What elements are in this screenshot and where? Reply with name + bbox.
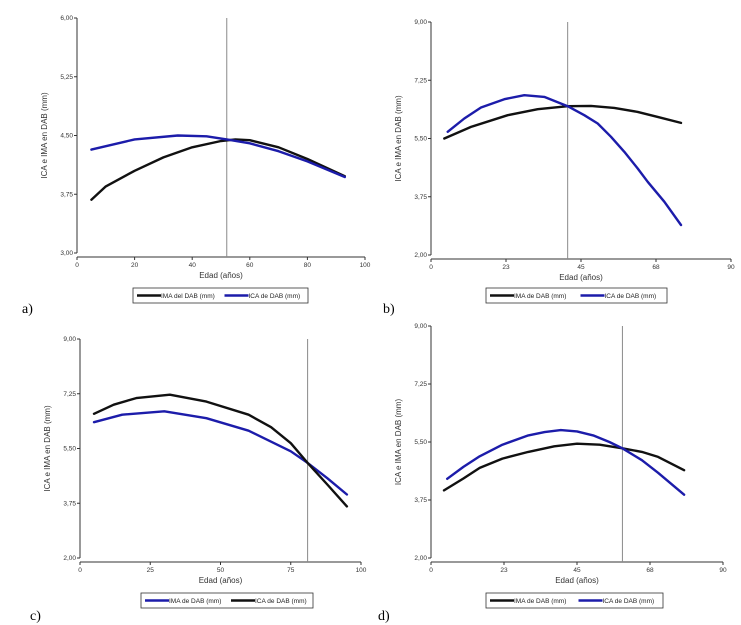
y-axis-label: ICA e IMA en DAB (mm) xyxy=(394,399,403,486)
y-axis-label: ICA e IMA en DAB (mm) xyxy=(394,95,403,182)
y-tick-label: 7,25 xyxy=(414,77,427,84)
legend-label-0: IMA de DAB (mm) xyxy=(169,598,221,605)
x-tick-label: 40 xyxy=(189,262,197,269)
legend: IMA de DAB (mm) ICA de DAB (mm) xyxy=(485,287,668,304)
x-tick-label: 68 xyxy=(652,264,660,271)
legend-label-1: ICA de DAB (mm) xyxy=(255,598,307,605)
y-tick-label: 2,00 xyxy=(63,555,76,562)
x-tick-label: 100 xyxy=(360,262,371,269)
y-axis-label: ICA e IMA en DAB (mm) xyxy=(43,405,52,492)
y-tick-label: 5,50 xyxy=(414,439,427,446)
x-tick-label: 100 xyxy=(356,567,367,574)
series-line-0 xyxy=(92,410,349,496)
legend-label-0: IMA de DAB (mm) xyxy=(514,293,566,300)
x-axis-label: Edad (años) xyxy=(199,271,243,280)
y-tick-label: 3,00 xyxy=(60,250,73,257)
y-tick-label: 7,25 xyxy=(414,381,427,388)
y-tick-label: 5,50 xyxy=(63,446,76,453)
y-tick-label: 7,25 xyxy=(63,391,76,398)
series-line-1 xyxy=(446,93,683,227)
x-tick-label: 20 xyxy=(131,262,139,269)
panel-label: a) xyxy=(22,302,33,317)
y-tick-label: 9,00 xyxy=(414,19,427,26)
x-axis-label: Edad (años) xyxy=(199,576,243,585)
x-tick-label: 80 xyxy=(304,262,312,269)
x-tick-label: 45 xyxy=(577,264,585,271)
x-axis-label: Edad (años) xyxy=(559,273,603,282)
x-axis-label: Edad (años) xyxy=(555,576,599,585)
legend-label-0: IMA del DAB (mm) xyxy=(161,293,215,300)
y-tick-label: 9,00 xyxy=(414,323,427,330)
legend: IMA del DAB (mm) ICA de DAB (mm) xyxy=(132,287,309,304)
series-line-1 xyxy=(446,428,686,496)
legend-label-1: ICA de DAB (mm) xyxy=(249,293,301,300)
y-tick-label: 2,00 xyxy=(414,555,427,562)
legend-box xyxy=(140,592,314,609)
series-line-1 xyxy=(90,134,346,179)
y-tick-label: 9,00 xyxy=(63,336,76,343)
y-tick-label: 4,50 xyxy=(60,133,73,140)
y-tick-label: 2,00 xyxy=(414,252,427,259)
legend-box xyxy=(485,287,668,304)
y-tick-label: 3,75 xyxy=(414,194,427,201)
series-line-0 xyxy=(442,442,686,492)
x-tick-label: 23 xyxy=(500,567,508,574)
panel-2: 2,00 3,75 5,50 7,25 9,00 0 25 50 75 100 Edad (años… xyxy=(30,336,367,624)
legend: IMA de DAB (mm) ICA de DAB (mm) xyxy=(140,592,314,609)
x-tick-label: 90 xyxy=(727,264,735,271)
legend-label-1: ICA de DAB (mm) xyxy=(603,598,655,605)
legend-label-1: ICA de DAB (mm) xyxy=(605,293,657,300)
x-tick-label: 0 xyxy=(78,567,82,574)
legend: IMA de DAB (mm) ICA de DAB (mm) xyxy=(485,592,664,609)
legend-box xyxy=(132,287,309,304)
panel-label: c) xyxy=(30,609,41,624)
x-tick-label: 23 xyxy=(502,264,510,271)
y-tick-label: 6,00 xyxy=(60,15,73,22)
x-tick-label: 45 xyxy=(573,567,581,574)
x-tick-label: 25 xyxy=(147,567,155,574)
x-tick-label: 0 xyxy=(75,262,79,269)
y-tick-label: 3,75 xyxy=(414,497,427,504)
x-tick-label: 60 xyxy=(246,262,254,269)
series-line-0 xyxy=(90,138,346,201)
series-line-1 xyxy=(92,393,349,508)
x-tick-label: 50 xyxy=(217,567,225,574)
x-tick-label: 68 xyxy=(646,567,654,574)
series-line-0 xyxy=(443,104,683,140)
y-tick-label: 5,25 xyxy=(60,74,73,81)
panel-0: 3,00 3,75 4,50 5,25 6,00 0 20 40 60 80 100 Edad (añ… xyxy=(22,15,371,317)
x-tick-label: 90 xyxy=(719,567,727,574)
panel-label: d) xyxy=(378,609,390,624)
panel-1: 2,00 3,75 5,50 7,25 9,00 0 23 45 68 90 Edad (años)… xyxy=(383,19,735,317)
y-tick-label: 5,50 xyxy=(414,136,427,143)
legend-box xyxy=(485,592,664,609)
y-tick-label: 3,75 xyxy=(60,191,73,198)
y-tick-label: 3,75 xyxy=(63,500,76,507)
y-axis-label: ICA e IMA en DAB (mm) xyxy=(40,92,49,179)
x-tick-label: 0 xyxy=(429,264,433,271)
panel-3: 2,00 3,75 5,50 7,25 9,00 0 23 45 68 90 Edad (años)… xyxy=(378,323,727,624)
legend-label-0: IMA de DAB (mm) xyxy=(514,598,566,605)
x-tick-label: 0 xyxy=(429,567,433,574)
x-tick-label: 75 xyxy=(287,567,295,574)
panel-label: b) xyxy=(383,302,395,317)
